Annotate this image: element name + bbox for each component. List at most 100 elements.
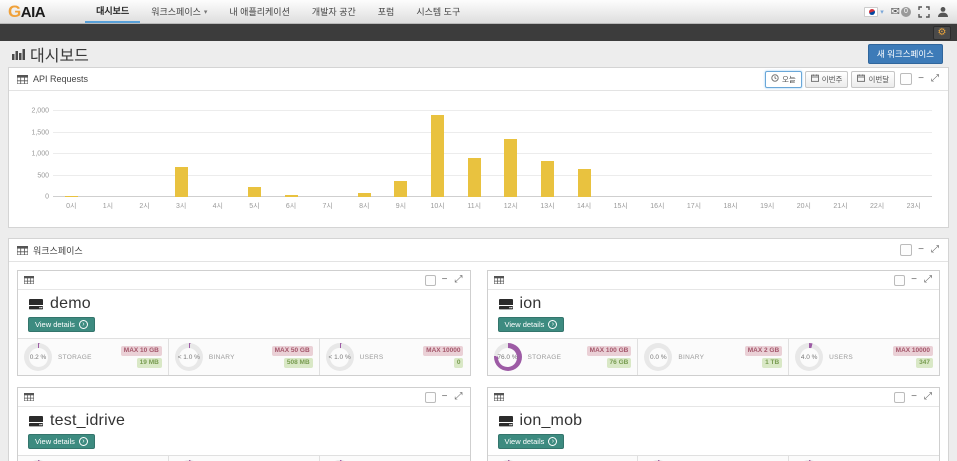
y-axis-tick: 1,000 (31, 150, 49, 158)
filter-button[interactable]: 이번달 (851, 70, 896, 88)
stat-storage: 0.2 % STORAGE MAX 10 GB 19 MB (18, 339, 168, 375)
user-menu-button[interactable] (937, 6, 949, 18)
bar-column: 1시 (90, 111, 127, 210)
api-chart: 0 500 1,000 1,500 2,000 0시 1시 2시 3시 4시 5시 6시 7시 8시 9시 1… (9, 91, 948, 227)
language-selector[interactable]: ▾ (864, 6, 884, 17)
collapse-icon[interactable]: − (441, 274, 448, 285)
x-axis-tick: 3시 (176, 203, 187, 210)
bar[interactable] (174, 166, 188, 197)
expand-icon[interactable]: ⤢ (924, 274, 932, 285)
clock-icon (771, 74, 779, 84)
fullscreen-icon (918, 5, 930, 18)
page-title: 대시보드 (30, 48, 89, 65)
new-workspace-button[interactable]: 새 워크스페이스 (867, 44, 943, 64)
logo-text: AIA (20, 3, 46, 21)
view-details-button[interactable]: View details › (28, 434, 95, 449)
filter-group: 오늘 이번주 이번달 (764, 70, 896, 88)
expand-icon[interactable]: ⤢ (924, 391, 932, 402)
gauge-donut: 76.0 % (493, 343, 522, 371)
bar[interactable] (64, 196, 78, 197)
nav-item[interactable]: 워크스페이스 ▾ (140, 0, 218, 23)
gauge-percent: 4.0 % (800, 353, 818, 361)
view-details-button[interactable]: View details › (497, 317, 565, 332)
card-checkbox[interactable] (424, 391, 436, 403)
bar-column: 0시 (53, 111, 90, 210)
bar[interactable] (247, 187, 261, 197)
bar[interactable] (577, 169, 591, 197)
stat-label: USERS (829, 353, 854, 361)
collapse-icon[interactable]: − (911, 391, 917, 402)
expand-icon[interactable]: ⤢ (454, 274, 463, 285)
x-axis-tick: 15시 (613, 203, 628, 210)
nav-item[interactable]: 개발자 공간 (301, 0, 367, 23)
hard-drive-icon (29, 298, 43, 309)
filter-label: 이번달 (868, 74, 890, 84)
filter-button[interactable]: 이번주 (804, 70, 849, 88)
card-header: − ⤢ (487, 388, 939, 407)
view-details-button[interactable]: View details › (497, 434, 565, 449)
card-checkbox[interactable] (894, 274, 906, 286)
panel-checkbox[interactable] (900, 73, 913, 85)
max-badge: MAX 10000 (423, 346, 464, 356)
card-checkbox[interactable] (894, 391, 906, 403)
gauge-donut: < 1.0 % (325, 343, 354, 371)
expand-icon[interactable]: ⤢ (454, 391, 463, 402)
stat-label: BINARY (208, 353, 235, 361)
x-axis-tick: 12시 (503, 203, 518, 210)
filter-label: 이번주 (821, 74, 843, 84)
nav-item[interactable]: 대시보드 (85, 0, 141, 23)
bar[interactable] (504, 138, 518, 197)
gridline (53, 196, 932, 197)
nav-item-label: 시스템 도구 (416, 7, 461, 17)
used-badge: 508 MB (283, 358, 313, 368)
fullscreen-button[interactable] (918, 5, 930, 18)
logo-g: G (8, 1, 21, 21)
x-axis-tick: 9시 (395, 203, 407, 210)
collapse-icon[interactable]: − (441, 391, 448, 402)
max-badge: MAX 100 GB (586, 346, 632, 356)
expand-icon[interactable]: ⤢ (931, 73, 939, 84)
x-axis-tick: 20시 (796, 203, 811, 210)
x-axis-tick: 23시 (906, 203, 921, 210)
workspace-card: − ⤢ ion_mob View details › 0.1 %STORAGEM… (486, 387, 940, 461)
bar[interactable] (394, 181, 408, 197)
bar[interactable] (357, 193, 371, 197)
bar[interactable] (467, 158, 481, 197)
x-axis-tick: 14시 (576, 203, 592, 210)
bar[interactable] (540, 160, 554, 197)
settings-button[interactable]: ⚙ (933, 25, 951, 40)
workspace-card: − ⤢ demo View details › 0.2 % STORAGE MAX … (17, 270, 471, 376)
bar[interactable] (431, 115, 445, 197)
collapse-icon[interactable]: − (911, 274, 917, 285)
card-stats: 0.2 % STORAGE MAX 10 GB 19 MB < 1.0 % BINARY M… (18, 338, 470, 375)
x-axis-tick: 21시 (833, 203, 848, 210)
grid-icon (493, 393, 504, 401)
gaia-logo[interactable]: G AIA (8, 1, 46, 22)
bar-column: 14시 (566, 111, 603, 210)
workspace-cards-grid: − ⤢ demo View details › 0.2 % STORAGE MAX … (9, 262, 948, 461)
nav-item[interactable]: 시스템 도구 (405, 0, 471, 23)
view-details-button[interactable]: View details › (28, 317, 95, 332)
workspace-name: ion (519, 295, 542, 312)
bar-column: 2시 (126, 111, 163, 210)
bar[interactable] (284, 195, 298, 197)
bar-column: 3시 (163, 111, 200, 210)
collapse-icon[interactable]: − (918, 244, 924, 255)
workspaces-panel: 워크스페이스 − ⤢ − ⤢ demo (8, 238, 949, 461)
bar-column: 8시 (346, 111, 383, 210)
calendar-icon (810, 74, 819, 84)
nav-item[interactable]: 포럼 (367, 0, 406, 23)
messages-button[interactable]: ✉ 0 (891, 5, 911, 18)
expand-icon[interactable]: ⤢ (931, 244, 939, 255)
gauge-donut: 0.2 % (24, 343, 52, 371)
panel-checkbox[interactable] (900, 244, 913, 256)
filter-button[interactable]: 오늘 (764, 70, 802, 88)
gridline (53, 131, 932, 133)
nav-item[interactable]: 내 애플리케이션 (218, 0, 300, 23)
collapse-icon[interactable]: − (918, 73, 924, 84)
bar-column: 18시 (712, 111, 749, 210)
chart-plot-area: 0시 1시 2시 3시 4시 5시 6시 7시 8시 9시 10시 11시 12시 13시 14시 15시 16… (53, 110, 932, 210)
card-checkbox[interactable] (424, 274, 436, 286)
bar-column: 12시 (493, 111, 530, 210)
